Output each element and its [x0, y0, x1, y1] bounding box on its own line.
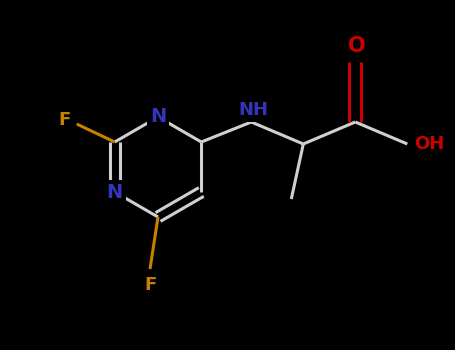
Text: O: O [349, 36, 366, 56]
Text: N: N [106, 182, 123, 202]
Text: OH: OH [414, 135, 445, 153]
Text: N: N [150, 107, 166, 126]
Text: NH: NH [238, 101, 268, 119]
Text: F: F [59, 111, 71, 129]
Text: F: F [144, 276, 156, 294]
